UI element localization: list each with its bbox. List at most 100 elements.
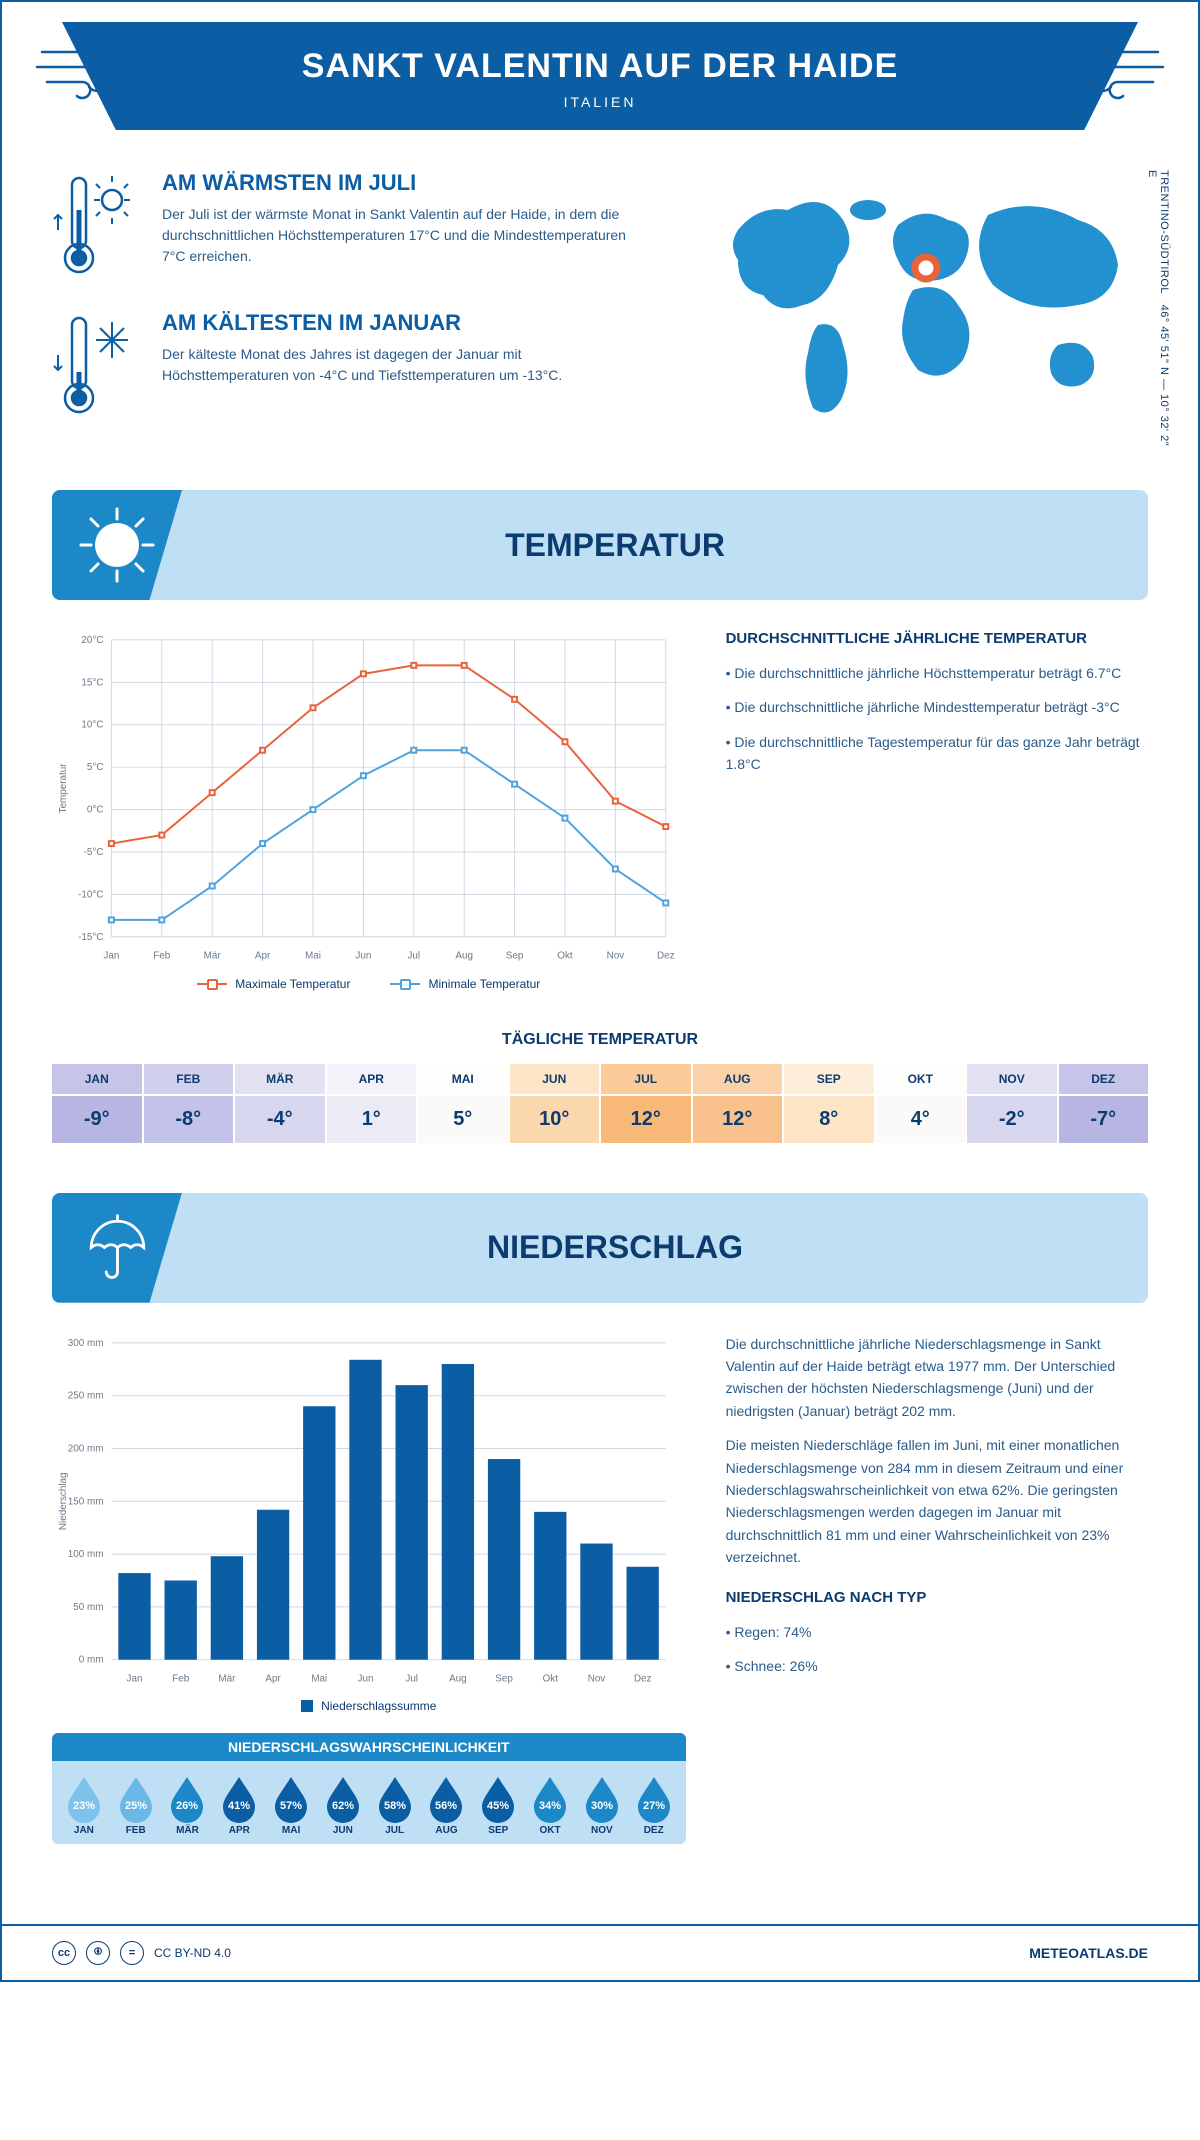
svg-text:150 mm: 150 mm	[68, 1496, 104, 1507]
svg-text:0°C: 0°C	[87, 805, 104, 816]
svg-text:-15°C: -15°C	[78, 932, 103, 943]
svg-text:34%: 34%	[539, 1800, 561, 1812]
svg-text:Feb: Feb	[172, 1673, 190, 1684]
coldest-heading: AM KÄLTESTEN IM JANUAR	[162, 310, 648, 336]
umbrella-icon	[52, 1193, 182, 1303]
daily-temperature-table: JANFEBMÄRAPRMAIJUNJULAUGSEPOKTNOVDEZ-9°-…	[52, 1064, 1148, 1143]
probability-cell: 23%JAN	[58, 1773, 110, 1836]
daily-month: DEZ	[1059, 1064, 1149, 1094]
svg-text:27%: 27%	[643, 1800, 665, 1812]
daily-temperature-heading: TÄGLICHE TEMPERATUR	[52, 1031, 1148, 1049]
svg-text:41%: 41%	[228, 1800, 250, 1812]
svg-text:Sep: Sep	[495, 1673, 513, 1684]
svg-text:Temperatur: Temperatur	[58, 763, 69, 814]
temperature-chart: -15°C-10°C-5°C0°C5°C10°C15°C20°CJanFebMä…	[52, 630, 686, 991]
precip-para2: Die meisten Niederschläge fallen im Juni…	[726, 1434, 1148, 1568]
temperature-legend: .legend-item:nth-child(1) .legend-swatch…	[52, 977, 686, 991]
precipitation-info: Die durchschnittliche jährliche Niedersc…	[726, 1333, 1148, 1844]
svg-text:Mär: Mär	[204, 951, 222, 962]
coordinates-text: TRENTINO-SÜDTIROL 46° 45' 51" N — 10° 32…	[1146, 170, 1170, 450]
world-map: TRENTINO-SÜDTIROL 46° 45' 51" N — 10° 32…	[688, 170, 1148, 450]
svg-text:45%: 45%	[487, 1800, 509, 1812]
svg-text:Sep: Sep	[506, 951, 524, 962]
probability-cell: 25%FEB	[110, 1773, 162, 1836]
probability-cell: 57%MAI	[265, 1773, 317, 1836]
daily-month: SEP	[784, 1064, 874, 1094]
daily-value: -8°	[144, 1096, 234, 1143]
probability-cell: 45%SEP	[472, 1773, 524, 1836]
daily-value: 8°	[784, 1096, 874, 1143]
daily-month: APR	[327, 1064, 417, 1094]
probability-cell: 58%JUL	[369, 1773, 421, 1836]
probability-cell: 34%OKT	[524, 1773, 576, 1836]
svg-text:Dez: Dez	[657, 951, 675, 962]
daily-value: -4°	[235, 1096, 325, 1143]
page-footer: cc 🅯 = CC BY-ND 4.0 METEOATLAS.DE	[2, 1924, 1198, 1980]
svg-text:0 mm: 0 mm	[79, 1654, 104, 1665]
svg-text:50 mm: 50 mm	[73, 1601, 103, 1612]
svg-text:Mai: Mai	[305, 951, 321, 962]
temperature-body: -15°C-10°C-5°C0°C5°C10°C15°C20°CJanFebMä…	[52, 630, 1148, 991]
daily-value: 4°	[876, 1096, 966, 1143]
daily-month: JUL	[601, 1064, 691, 1094]
svg-text:Mär: Mär	[218, 1673, 236, 1684]
svg-text:Niederschlag: Niederschlag	[58, 1472, 69, 1530]
warmest-fact: AM WÄRMSTEN IM JULI Der Juli ist der wär…	[52, 170, 648, 280]
svg-text:Jul: Jul	[405, 1673, 418, 1684]
svg-text:15°C: 15°C	[81, 677, 103, 688]
daily-value: -7°	[1059, 1096, 1149, 1143]
svg-text:Okt: Okt	[543, 1673, 559, 1684]
svg-text:Feb: Feb	[153, 951, 171, 962]
svg-text:23%: 23%	[73, 1800, 95, 1812]
svg-text:Jan: Jan	[103, 951, 119, 962]
probability-cell: 62%JUN	[317, 1773, 369, 1836]
license-text: CC BY-ND 4.0	[154, 1946, 231, 1960]
svg-text:20°C: 20°C	[81, 635, 103, 646]
svg-text:30%: 30%	[591, 1800, 613, 1812]
svg-text:Aug: Aug	[449, 1673, 467, 1684]
daily-value: 1°	[327, 1096, 417, 1143]
probability-cell: 56%AUG	[421, 1773, 473, 1836]
svg-text:57%: 57%	[280, 1800, 302, 1812]
daily-value: 5°	[418, 1096, 508, 1143]
site-name: METEOATLAS.DE	[1029, 1945, 1148, 1961]
daily-value: 12°	[693, 1096, 783, 1143]
daily-value: 10°	[510, 1096, 600, 1143]
temp-info-point: • Die durchschnittliche jährliche Höchst…	[726, 662, 1148, 684]
coldest-fact: AM KÄLTESTEN IM JANUAR Der kälteste Mona…	[52, 310, 648, 420]
license-block: cc 🅯 = CC BY-ND 4.0	[52, 1941, 231, 1965]
svg-text:58%: 58%	[384, 1800, 406, 1812]
top-section: AM WÄRMSTEN IM JULI Der Juli ist der wär…	[52, 170, 1148, 450]
daily-month: FEB	[144, 1064, 234, 1094]
probability-cell: 26%MÄR	[162, 1773, 214, 1836]
thermometer-hot-icon	[52, 170, 142, 280]
daily-month: MÄR	[235, 1064, 325, 1094]
svg-text:56%: 56%	[435, 1800, 457, 1812]
probability-heading: NIEDERSCHLAGSWAHRSCHEINLICHKEIT	[52, 1733, 686, 1761]
svg-text:Apr: Apr	[265, 1673, 281, 1684]
svg-text:26%: 26%	[176, 1800, 198, 1812]
precipitation-heading: NIEDERSCHLAG	[182, 1229, 1148, 1266]
temperature-heading: TEMPERATUR	[182, 527, 1148, 564]
svg-text:Jan: Jan	[127, 1673, 143, 1684]
infographic-container: SANKT VALENTIN AUF DER HAIDE ITALIEN AM …	[0, 0, 1200, 1982]
precip-para1: Die durchschnittliche jährliche Niedersc…	[726, 1333, 1148, 1423]
probability-cell: 41%APR	[213, 1773, 265, 1836]
svg-text:Okt: Okt	[557, 951, 573, 962]
coldest-text: Der kälteste Monat des Jahres ist dagege…	[162, 344, 648, 386]
svg-text:5°C: 5°C	[87, 762, 104, 773]
daily-month: JAN	[52, 1064, 142, 1094]
daily-month: OKT	[876, 1064, 966, 1094]
precipitation-legend: Niederschlagssumme	[52, 1699, 686, 1713]
probability-cell: 30%NOV	[576, 1773, 628, 1836]
svg-text:Nov: Nov	[607, 951, 625, 962]
daily-value: -2°	[967, 1096, 1057, 1143]
precip-type-point: • Schnee: 26%	[726, 1655, 1148, 1677]
climate-facts: AM WÄRMSTEN IM JULI Der Juli ist der wär…	[52, 170, 648, 450]
precipitation-chart: 0 mm50 mm100 mm150 mm200 mm250 mm300 mmJ…	[52, 1333, 686, 1844]
svg-text:-5°C: -5°C	[84, 847, 104, 858]
daily-month: NOV	[967, 1064, 1057, 1094]
svg-text:Jun: Jun	[355, 951, 371, 962]
precip-type-point: • Regen: 74%	[726, 1621, 1148, 1643]
svg-text:-10°C: -10°C	[78, 889, 103, 900]
